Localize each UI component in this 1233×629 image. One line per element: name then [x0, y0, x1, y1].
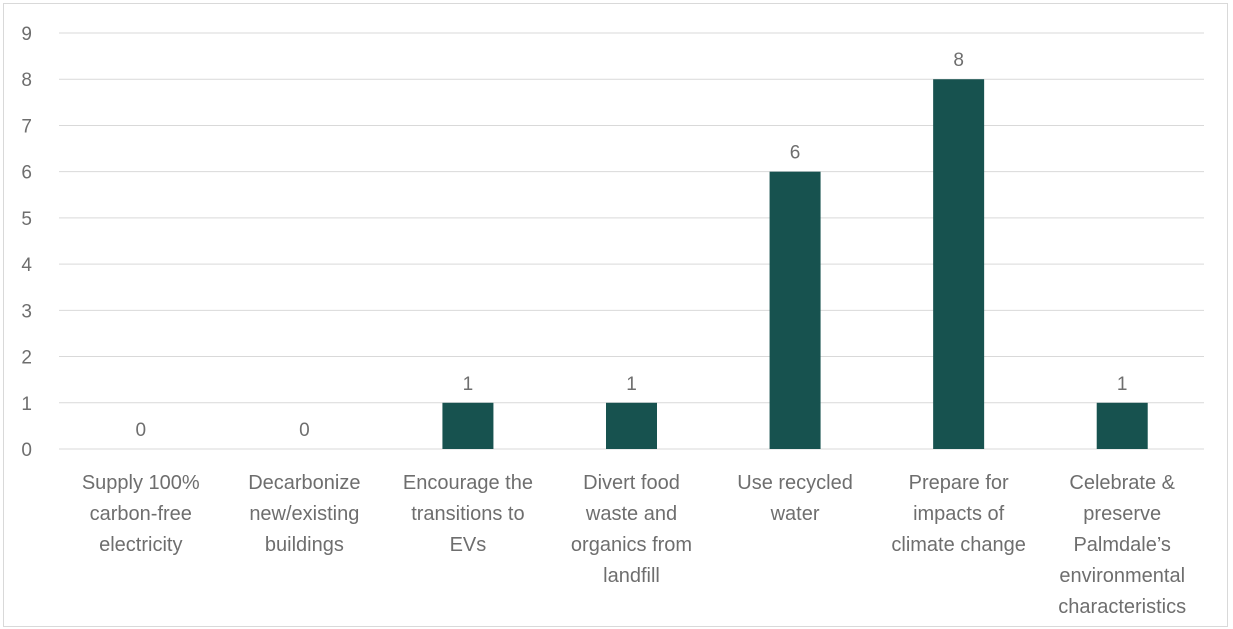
bar	[769, 171, 821, 449]
y-tick-label: 6	[21, 163, 32, 184]
y-tick-label: 8	[21, 70, 32, 91]
y-tick-label: 3	[21, 301, 32, 322]
data-label: 6	[790, 143, 801, 164]
data-label: 1	[463, 374, 474, 395]
y-axis-tick-labels: 0 1 2 3 4 5 6 7 8 9	[21, 24, 32, 461]
bar	[1096, 402, 1148, 449]
category-label: Use recycled water	[737, 472, 853, 525]
chart-frame: 0 1 2 3 4 5 6 7 8 9 0 0 1 1 6 8 1 Supply 100% carbon-fre…	[3, 3, 1228, 627]
category-label: Supply 100% carbon-free electricity	[82, 472, 200, 556]
category-label: Celebrate & preserve Palmdale’s environment…	[1058, 472, 1186, 618]
bars	[442, 79, 1148, 449]
category-label: Divert food waste and organics from landfil…	[571, 472, 692, 587]
bar	[442, 402, 494, 449]
category-label: Prepare for impacts of climate change	[891, 472, 1026, 556]
y-tick-label: 1	[21, 394, 32, 415]
data-label: 0	[299, 420, 310, 441]
y-tick-label: 7	[21, 116, 32, 137]
data-labels: 0 0 1 1 6 8 1	[135, 50, 1127, 441]
category-labels: Supply 100% carbon-free electricity Decarbo…	[82, 472, 1186, 618]
gridlines	[59, 32, 1204, 450]
y-tick-label: 4	[21, 255, 32, 276]
y-tick-label: 0	[21, 440, 32, 461]
category-label: Decarbonize new/existing buildings	[248, 472, 360, 556]
y-tick-label: 5	[21, 209, 32, 230]
bar	[606, 402, 657, 449]
y-tick-label: 2	[21, 348, 32, 369]
bar-chart: 0 1 2 3 4 5 6 7 8 9 0 0 1 1 6 8 1 Supply 100% carbon-fre…	[21, 24, 1204, 618]
y-tick-label: 9	[21, 24, 32, 45]
bar	[933, 79, 985, 449]
data-label: 1	[626, 374, 637, 395]
data-label: 1	[1117, 374, 1128, 395]
data-label: 0	[135, 420, 146, 441]
data-label: 8	[953, 50, 964, 71]
category-label: Encourage the transitions to EVs	[403, 472, 533, 556]
